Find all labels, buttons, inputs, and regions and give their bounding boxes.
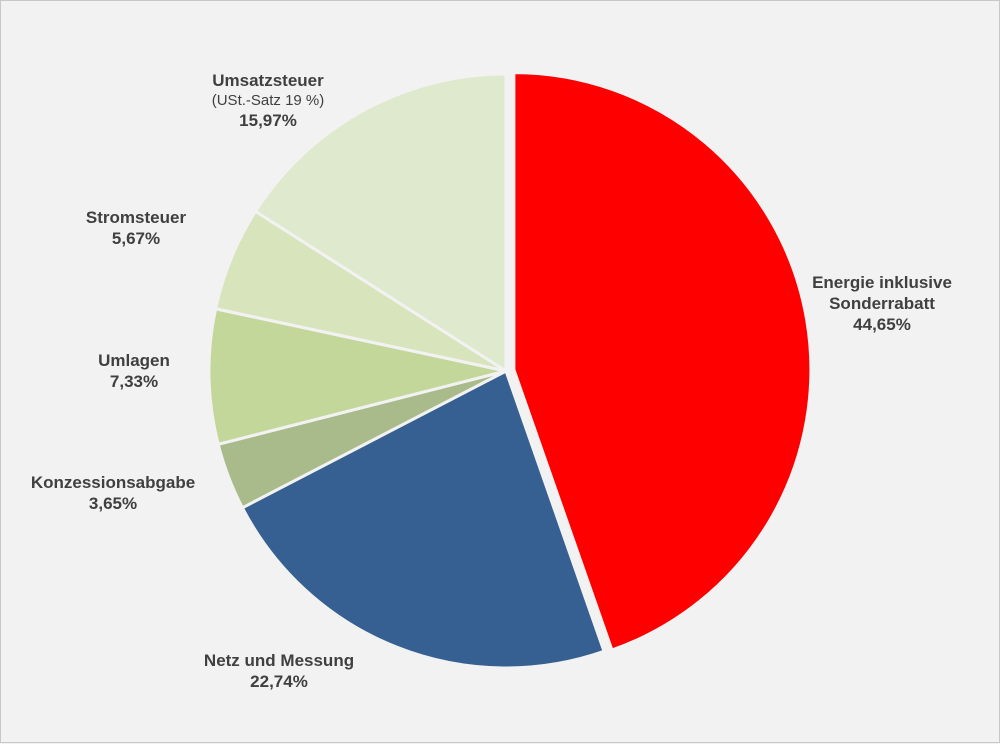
label-umlagen: Umlagen 7,33% — [98, 351, 170, 391]
pie-slice-netz-und-messung — [240, 369, 606, 670]
pie-slice-energie-inklusive-sonderrabatt — [512, 71, 813, 652]
pie-slice-umlagen — [207, 307, 508, 446]
pie-slice-umsatzsteuer — [254, 72, 508, 373]
label-konzessionsabgabe: Konzessionsabgabe 3,65% — [30, 473, 196, 513]
label-netz: Netz und Messung 22,74% — [203, 651, 355, 691]
label-energie: Energie inklusive Sonderrabatt 44,65% — [812, 273, 952, 334]
label-stromsteuer: Stromsteuer 5,67% — [85, 208, 187, 248]
label-umsatzsteuer: Umsatzsteuer (USt.-Satz 19 %) 15,97% — [211, 71, 325, 130]
